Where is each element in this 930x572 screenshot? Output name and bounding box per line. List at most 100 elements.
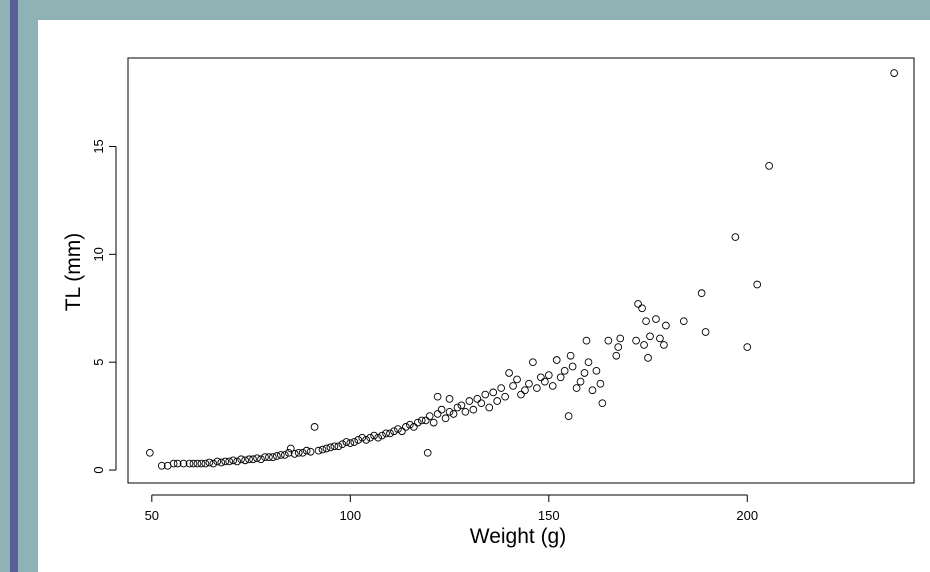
data-point <box>280 451 289 459</box>
data-point <box>529 358 537 367</box>
data-point <box>634 300 642 308</box>
data-point <box>638 304 646 313</box>
data-point <box>580 369 589 377</box>
data-point <box>473 395 482 403</box>
data-point <box>273 452 281 460</box>
data-point <box>185 459 194 468</box>
data-point <box>338 440 347 449</box>
data-point <box>461 407 470 416</box>
data-point <box>405 420 414 429</box>
data-point <box>449 410 458 418</box>
data-point <box>556 373 565 382</box>
data-point <box>588 386 597 395</box>
data-point <box>326 443 335 452</box>
data-point <box>423 448 432 457</box>
data-point <box>576 377 585 386</box>
data-point <box>189 459 198 468</box>
data-point <box>169 459 178 468</box>
data-point <box>616 334 625 343</box>
x-axis: 50 100 150 200 <box>145 494 758 523</box>
data-point <box>425 412 434 420</box>
data-point <box>261 453 269 461</box>
data-point <box>225 457 234 466</box>
data-point <box>572 384 581 392</box>
data-point <box>441 414 450 423</box>
data-point <box>505 369 513 377</box>
data-point <box>433 410 442 418</box>
data-point <box>533 384 541 392</box>
data-point <box>330 442 339 451</box>
data-point <box>197 459 206 468</box>
x-tick-label: 150 <box>538 508 560 523</box>
data-point <box>743 343 752 351</box>
x-tick-label: 100 <box>339 508 361 523</box>
data-point <box>398 427 406 436</box>
data-point <box>298 448 307 457</box>
data-point <box>233 457 242 466</box>
y-tick-label: 0 <box>91 466 106 473</box>
data-point <box>284 448 293 457</box>
data-point <box>265 453 273 461</box>
data-point <box>564 412 573 420</box>
y-tick-label: 5 <box>91 359 106 366</box>
data-point <box>209 459 218 468</box>
data-point <box>568 362 577 371</box>
data-point <box>302 446 311 455</box>
data-point <box>640 341 648 349</box>
data-point <box>370 431 378 440</box>
data-point <box>662 321 670 330</box>
data-point <box>421 416 430 425</box>
data-point <box>584 358 593 367</box>
data-point <box>310 423 319 431</box>
data-point <box>679 317 688 326</box>
data-point <box>596 379 605 388</box>
y-axis-title: TL (mm) <box>62 233 85 312</box>
data-point <box>890 69 899 77</box>
data-point <box>453 403 462 412</box>
data-point <box>378 431 386 440</box>
data-point <box>544 371 553 379</box>
data-point <box>513 375 521 384</box>
data-point <box>382 429 390 438</box>
data-point <box>632 336 640 345</box>
y-axis: 0 5 10 15 <box>91 139 117 474</box>
data-point <box>394 425 402 433</box>
data-point <box>652 315 660 323</box>
left-accent-bar <box>10 0 18 572</box>
data-point <box>409 423 418 431</box>
data-point <box>221 457 230 466</box>
data-point <box>753 280 762 289</box>
data-point <box>350 438 359 446</box>
data-point <box>386 429 394 438</box>
y-tick-label: 10 <box>91 247 106 261</box>
data-point <box>614 343 623 351</box>
data-point <box>173 459 182 468</box>
x-tick-label: 50 <box>145 508 159 523</box>
data-point <box>731 233 740 241</box>
data-point <box>465 397 474 405</box>
scatter-plot: 50 100 150 200 0 5 10 15 Weight (g) TL (mm) <box>62 57 915 548</box>
data-point <box>157 461 166 470</box>
data-points <box>145 69 899 470</box>
data-point <box>592 366 601 375</box>
data-point <box>509 382 517 390</box>
data-point <box>334 442 343 451</box>
data-point <box>660 341 668 349</box>
data-point <box>429 418 438 427</box>
data-point <box>457 401 466 410</box>
data-point <box>612 351 621 360</box>
data-point <box>245 455 253 464</box>
data-point <box>257 455 265 464</box>
data-point <box>269 453 277 461</box>
data-point <box>249 455 257 464</box>
data-point <box>402 423 410 431</box>
data-point <box>205 458 214 467</box>
data-point <box>560 366 569 375</box>
data-point <box>374 433 382 442</box>
data-point <box>362 436 371 444</box>
data-point <box>646 332 654 341</box>
data-point <box>517 390 525 399</box>
data-point <box>437 405 446 414</box>
data-point <box>217 458 226 467</box>
data-point <box>314 446 323 455</box>
